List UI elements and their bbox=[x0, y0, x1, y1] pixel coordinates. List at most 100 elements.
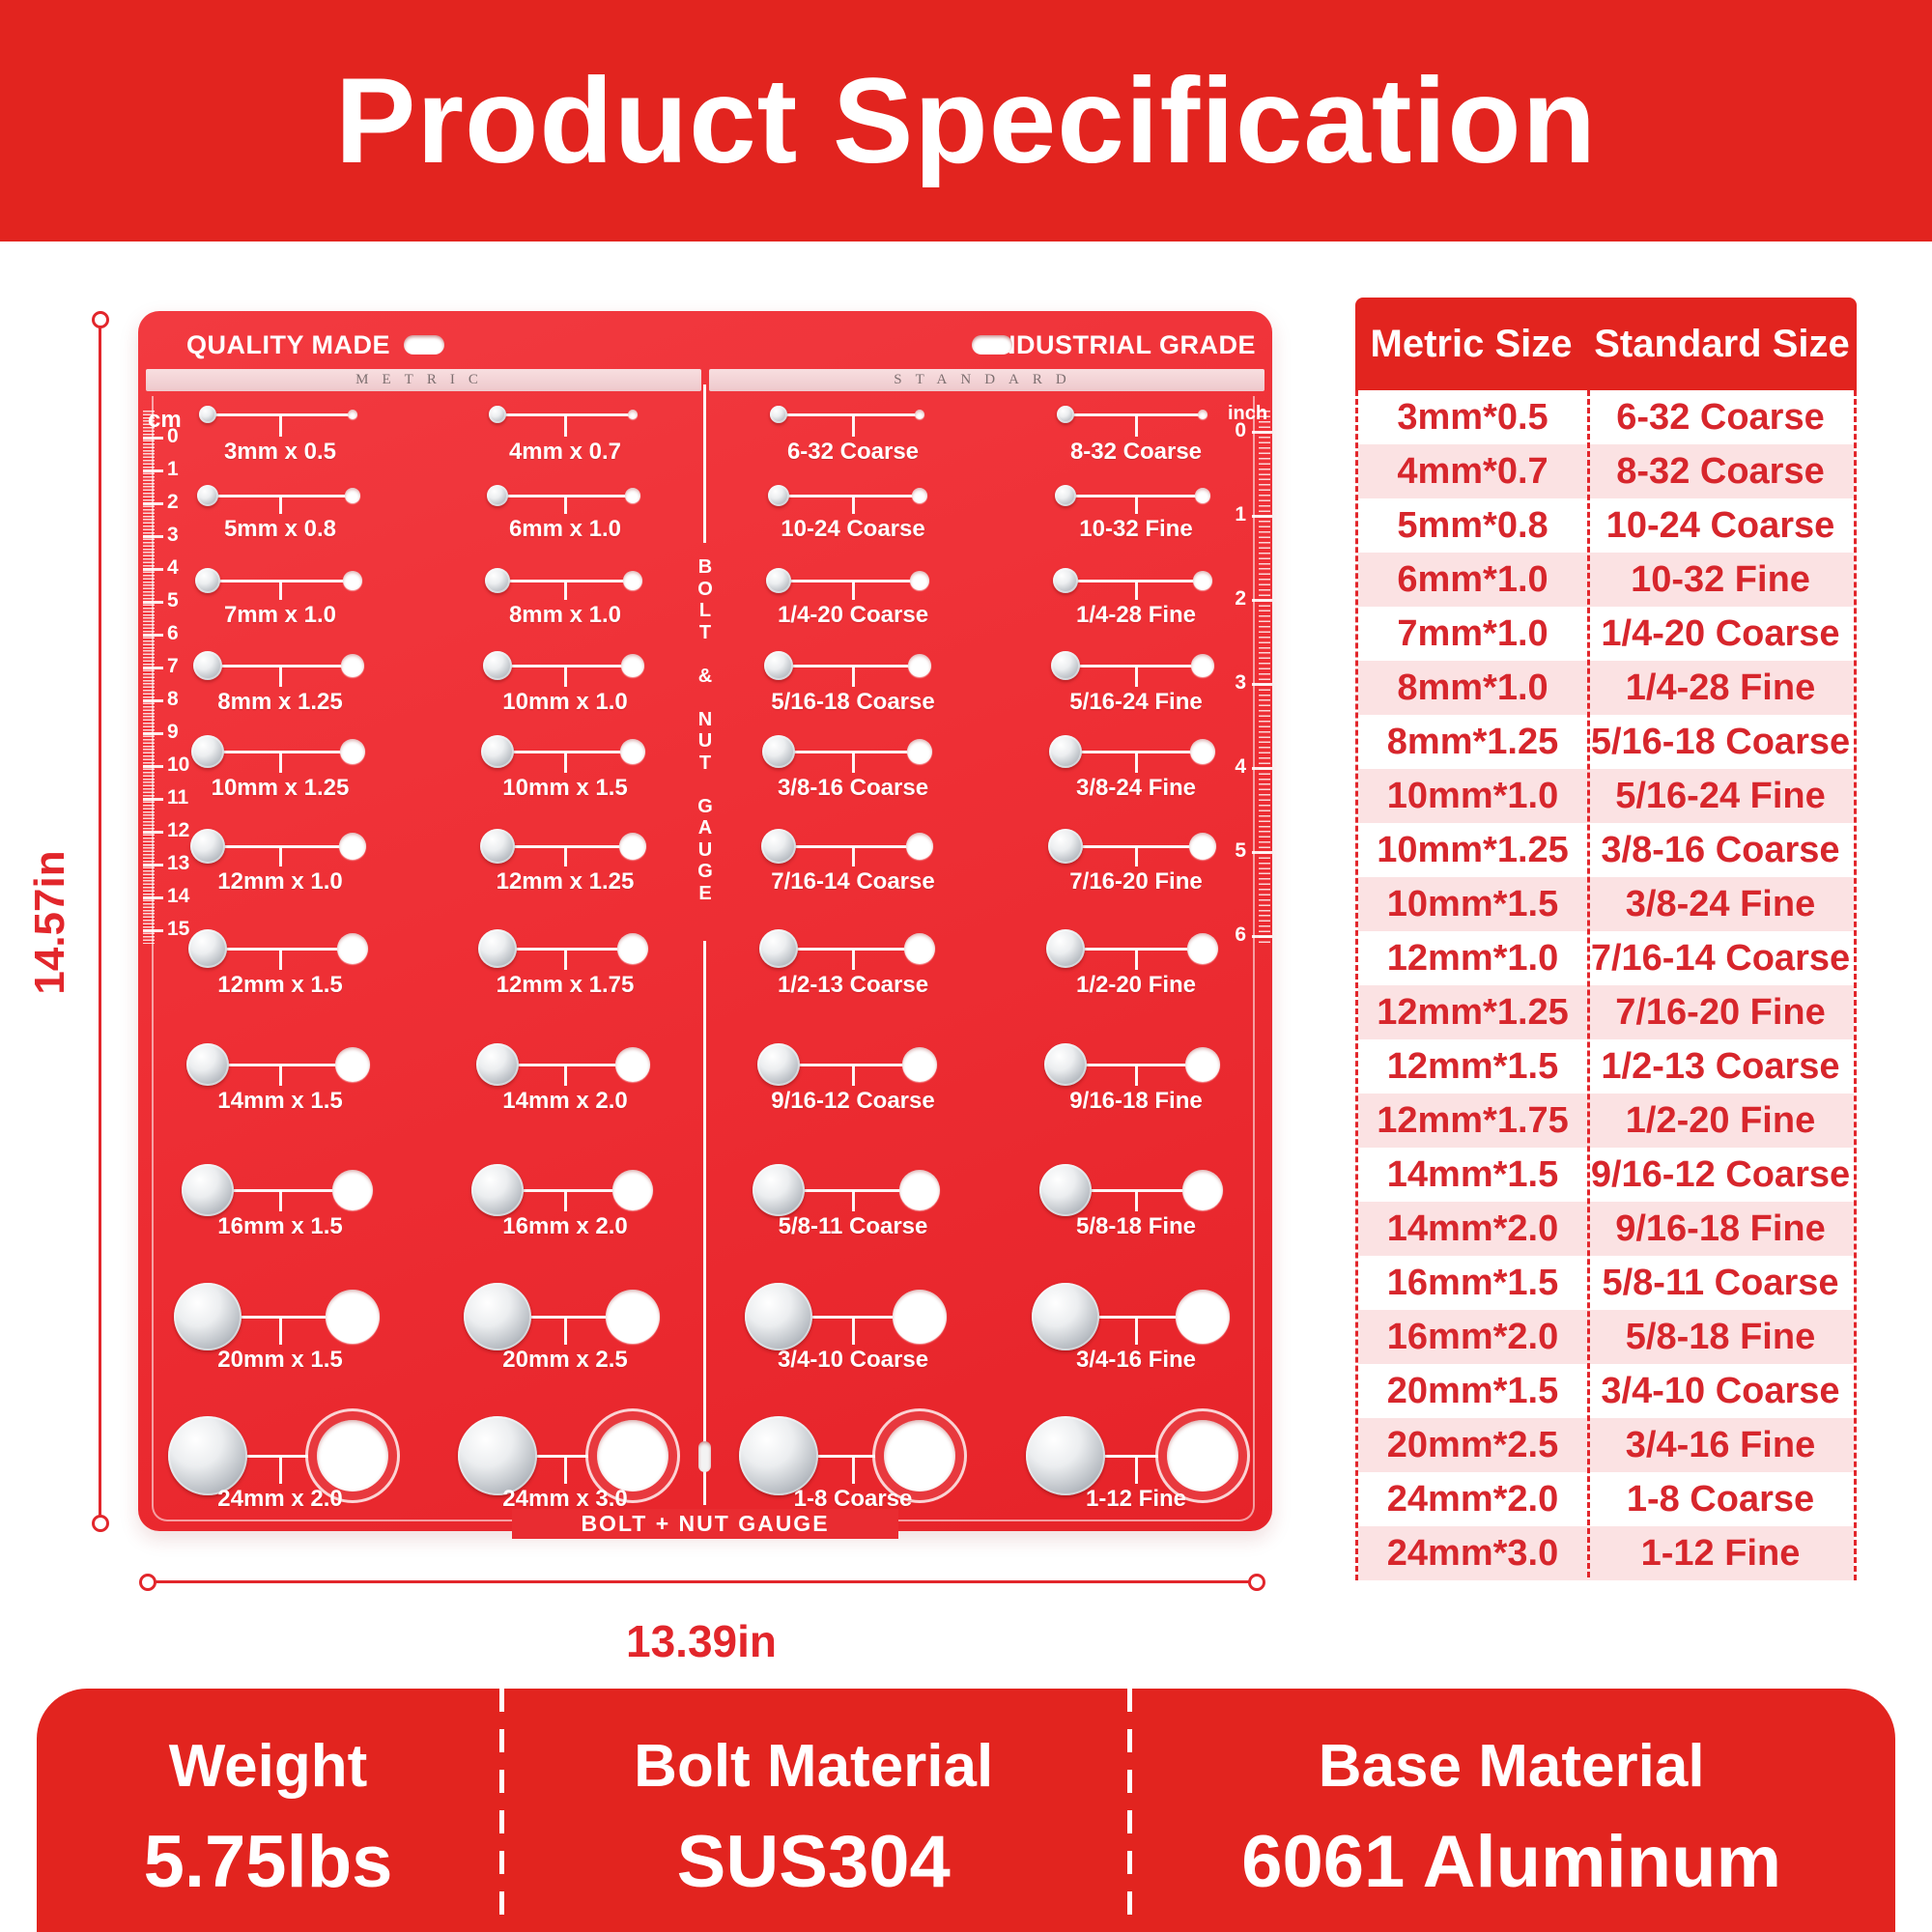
cm-ruler-major-tick bbox=[143, 863, 163, 867]
metric-size-cell: 10mm*1.0 bbox=[1386, 775, 1559, 816]
board-top-left-text: QUALITY MADE bbox=[186, 330, 391, 359]
cm-ruler-number: 4 bbox=[167, 556, 179, 579]
gauge-label-tick bbox=[563, 1317, 567, 1345]
thread-hole bbox=[1189, 833, 1216, 860]
spec-table-header: Metric Size Standard Size bbox=[1355, 298, 1857, 390]
thread-hole bbox=[617, 933, 648, 964]
metric-size-cell: 7mm*1.0 bbox=[1397, 612, 1548, 654]
cm-ruler-major-tick bbox=[143, 633, 163, 637]
base-material-value: 6061 Aluminum bbox=[1241, 1821, 1782, 1903]
center-divider-bottom bbox=[703, 941, 706, 1505]
gauge-line bbox=[1065, 844, 1191, 848]
gauge-label-tick bbox=[278, 666, 282, 687]
table-row: 24mm*3.0 1-12 Fine bbox=[1358, 1526, 1854, 1580]
bolt-head bbox=[739, 1416, 818, 1495]
bolt-head bbox=[1039, 1164, 1092, 1216]
bolt-head bbox=[761, 829, 796, 864]
bolt-head bbox=[1048, 829, 1083, 864]
gauge-label-tick bbox=[1134, 846, 1138, 867]
spec-table-body: 3mm*0.5 6-32 Coarse 4mm*0.7 8-32 Coarse 5mm*… bbox=[1355, 390, 1857, 1580]
thread-hole bbox=[1167, 1420, 1238, 1492]
cm-ruler-major-tick bbox=[143, 469, 163, 472]
gauge-size-label: 7mm x 1.0 bbox=[223, 602, 337, 628]
standard-size-cell: 1/4-28 Fine bbox=[1625, 667, 1816, 708]
cm-ruler-major-tick bbox=[143, 698, 163, 702]
thread-hole bbox=[341, 654, 364, 677]
gauge-size-label: 1-8 Coarse bbox=[793, 1486, 913, 1512]
cm-ruler-number: 7 bbox=[167, 655, 179, 677]
gauge-line bbox=[779, 1315, 895, 1319]
gauge-label-tick bbox=[563, 949, 567, 970]
board-bottom-text: BOLT + NUT GAUGE bbox=[512, 1509, 898, 1539]
gauge-size-label: 12mm x 1.75 bbox=[496, 972, 635, 998]
gauge-size-label: 16mm x 2.0 bbox=[502, 1213, 628, 1239]
gauge-line bbox=[1065, 1454, 1169, 1458]
bolt-head bbox=[464, 1283, 531, 1350]
bolt-head bbox=[195, 568, 220, 593]
table-row: 12mm*1.25 7/16-20 Fine bbox=[1358, 985, 1854, 1039]
metric-size-cell: 10mm*1.25 bbox=[1377, 829, 1569, 870]
gauge-size-label: 10mm x 1.25 bbox=[211, 775, 350, 801]
gauge-label-tick bbox=[563, 1456, 567, 1484]
inch-ruler-number: 4 bbox=[1235, 755, 1246, 778]
cm-ruler-number: 2 bbox=[167, 491, 179, 513]
gauge-label-tick bbox=[278, 846, 282, 867]
gauge-label-tick bbox=[278, 1456, 282, 1484]
bolt-head bbox=[762, 735, 795, 768]
weight-label: Weight bbox=[168, 1733, 368, 1800]
height-dimension-line bbox=[99, 319, 101, 1524]
cm-ruler-number: 9 bbox=[167, 721, 179, 743]
thread-hole bbox=[1176, 1290, 1230, 1344]
bolt-material-label: Bolt Material bbox=[634, 1733, 994, 1800]
gauge-line bbox=[208, 947, 339, 951]
gauge-label-tick bbox=[278, 949, 282, 970]
standard-strip: STANDARD bbox=[709, 369, 1264, 391]
standard-size-cell: 10-32 Fine bbox=[1631, 558, 1810, 600]
thread-hole bbox=[907, 739, 932, 764]
standard-size-cell: 9/16-18 Fine bbox=[1615, 1208, 1826, 1249]
gauge-label-tick bbox=[278, 1317, 282, 1345]
table-row: 10mm*1.0 5/16-24 Fine bbox=[1358, 769, 1854, 823]
table-row: 8mm*1.25 5/16-18 Coarse bbox=[1358, 715, 1854, 769]
table-row: 10mm*1.25 3/8-16 Coarse bbox=[1358, 823, 1854, 877]
metric-size-cell: 14mm*1.5 bbox=[1386, 1153, 1559, 1195]
bolt-head bbox=[487, 485, 508, 506]
gauge-label-tick bbox=[1134, 752, 1138, 773]
standard-size-cell: 8-32 Coarse bbox=[1616, 450, 1825, 492]
inch-ruler-major-tick bbox=[1252, 934, 1272, 938]
hanging-slot-right bbox=[972, 335, 1012, 355]
gauge-size-label: 7/16-20 Fine bbox=[1069, 868, 1203, 895]
height-dimension-top-endpoint bbox=[92, 311, 109, 328]
thread-hole bbox=[628, 410, 638, 419]
inch-ruler-number: 6 bbox=[1235, 923, 1246, 946]
gauge-line bbox=[1065, 1315, 1178, 1319]
center-divider-top bbox=[703, 384, 706, 543]
metric-strip: METRIC bbox=[146, 369, 701, 391]
metric-size-cell: 8mm*1.25 bbox=[1386, 721, 1559, 762]
standard-size-cell: 3/4-16 Fine bbox=[1625, 1424, 1816, 1465]
gauge-size-label: 5/8-18 Fine bbox=[1075, 1213, 1197, 1239]
gauge-line bbox=[497, 1315, 608, 1319]
center-divider-letter: E bbox=[698, 882, 712, 904]
table-row: 12mm*1.5 1/2-13 Coarse bbox=[1358, 1039, 1854, 1094]
bolt-head bbox=[1055, 485, 1076, 506]
metric-size-cell: 20mm*1.5 bbox=[1386, 1370, 1559, 1411]
gauge-line bbox=[497, 1063, 617, 1066]
gauge-label-tick bbox=[563, 1065, 567, 1086]
base-material-section: Base Material 6061 Aluminum bbox=[1127, 1689, 1895, 1932]
gauge-label-tick bbox=[278, 496, 282, 514]
thread-hole bbox=[899, 1170, 940, 1210]
thread-hole bbox=[1198, 410, 1208, 419]
height-dimension-bottom-endpoint bbox=[92, 1515, 109, 1532]
metric-size-cell: 16mm*1.5 bbox=[1386, 1262, 1559, 1303]
bolt-head bbox=[188, 929, 227, 968]
thread-hole bbox=[619, 833, 646, 860]
thread-hole bbox=[915, 410, 924, 419]
thread-hole bbox=[1182, 1170, 1223, 1210]
gauge-label-tick bbox=[563, 752, 567, 773]
thread-hole bbox=[625, 488, 640, 503]
cm-ruler-major-tick bbox=[143, 764, 163, 768]
thread-hole bbox=[340, 739, 365, 764]
bolt-head bbox=[1032, 1283, 1099, 1350]
gauge-label-tick bbox=[1134, 1190, 1138, 1211]
